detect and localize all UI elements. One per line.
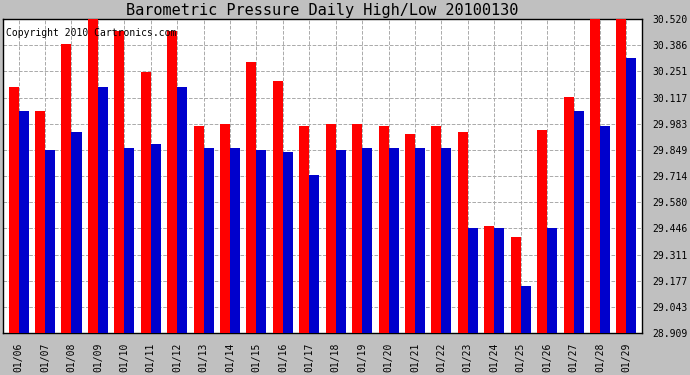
Bar (415, 148, 425, 333)
Bar (98, 87, 108, 333)
Text: Copyright 2010 Cartronics.com: Copyright 2010 Cartronics.com (6, 28, 177, 38)
Bar (494, 228, 504, 333)
Bar (177, 87, 187, 333)
Bar (484, 226, 494, 333)
Bar (547, 228, 557, 333)
Bar (379, 126, 388, 333)
Bar (511, 237, 521, 333)
Bar (61, 44, 72, 333)
Bar (442, 148, 451, 333)
Bar (8, 87, 19, 333)
Bar (627, 58, 636, 333)
Bar (194, 126, 204, 333)
Bar (299, 126, 309, 333)
Bar (537, 130, 547, 333)
Bar (283, 152, 293, 333)
Bar (35, 111, 45, 333)
Bar (141, 72, 150, 333)
Bar (273, 81, 283, 333)
Bar (204, 148, 214, 333)
Bar (257, 150, 266, 333)
Bar (616, 19, 627, 333)
Bar (431, 126, 442, 333)
Bar (220, 124, 230, 333)
Bar (564, 97, 573, 333)
Bar (115, 31, 124, 333)
Bar (590, 19, 600, 333)
Bar (326, 124, 336, 333)
Bar (521, 286, 531, 333)
Bar (230, 148, 240, 333)
Bar (124, 148, 135, 333)
Bar (167, 31, 177, 333)
Bar (573, 111, 584, 333)
Bar (600, 126, 610, 333)
Bar (362, 148, 372, 333)
Bar (468, 228, 478, 333)
Bar (405, 134, 415, 333)
Bar (352, 124, 362, 333)
Bar (309, 175, 319, 333)
Bar (457, 132, 468, 333)
Bar (19, 111, 29, 333)
Bar (72, 132, 81, 333)
Title: Barometric Pressure Daily High/Low 20100130: Barometric Pressure Daily High/Low 20100… (126, 3, 519, 18)
Bar (150, 144, 161, 333)
Bar (336, 150, 346, 333)
Bar (388, 148, 399, 333)
Bar (88, 19, 98, 333)
Bar (246, 62, 257, 333)
Bar (45, 150, 55, 333)
